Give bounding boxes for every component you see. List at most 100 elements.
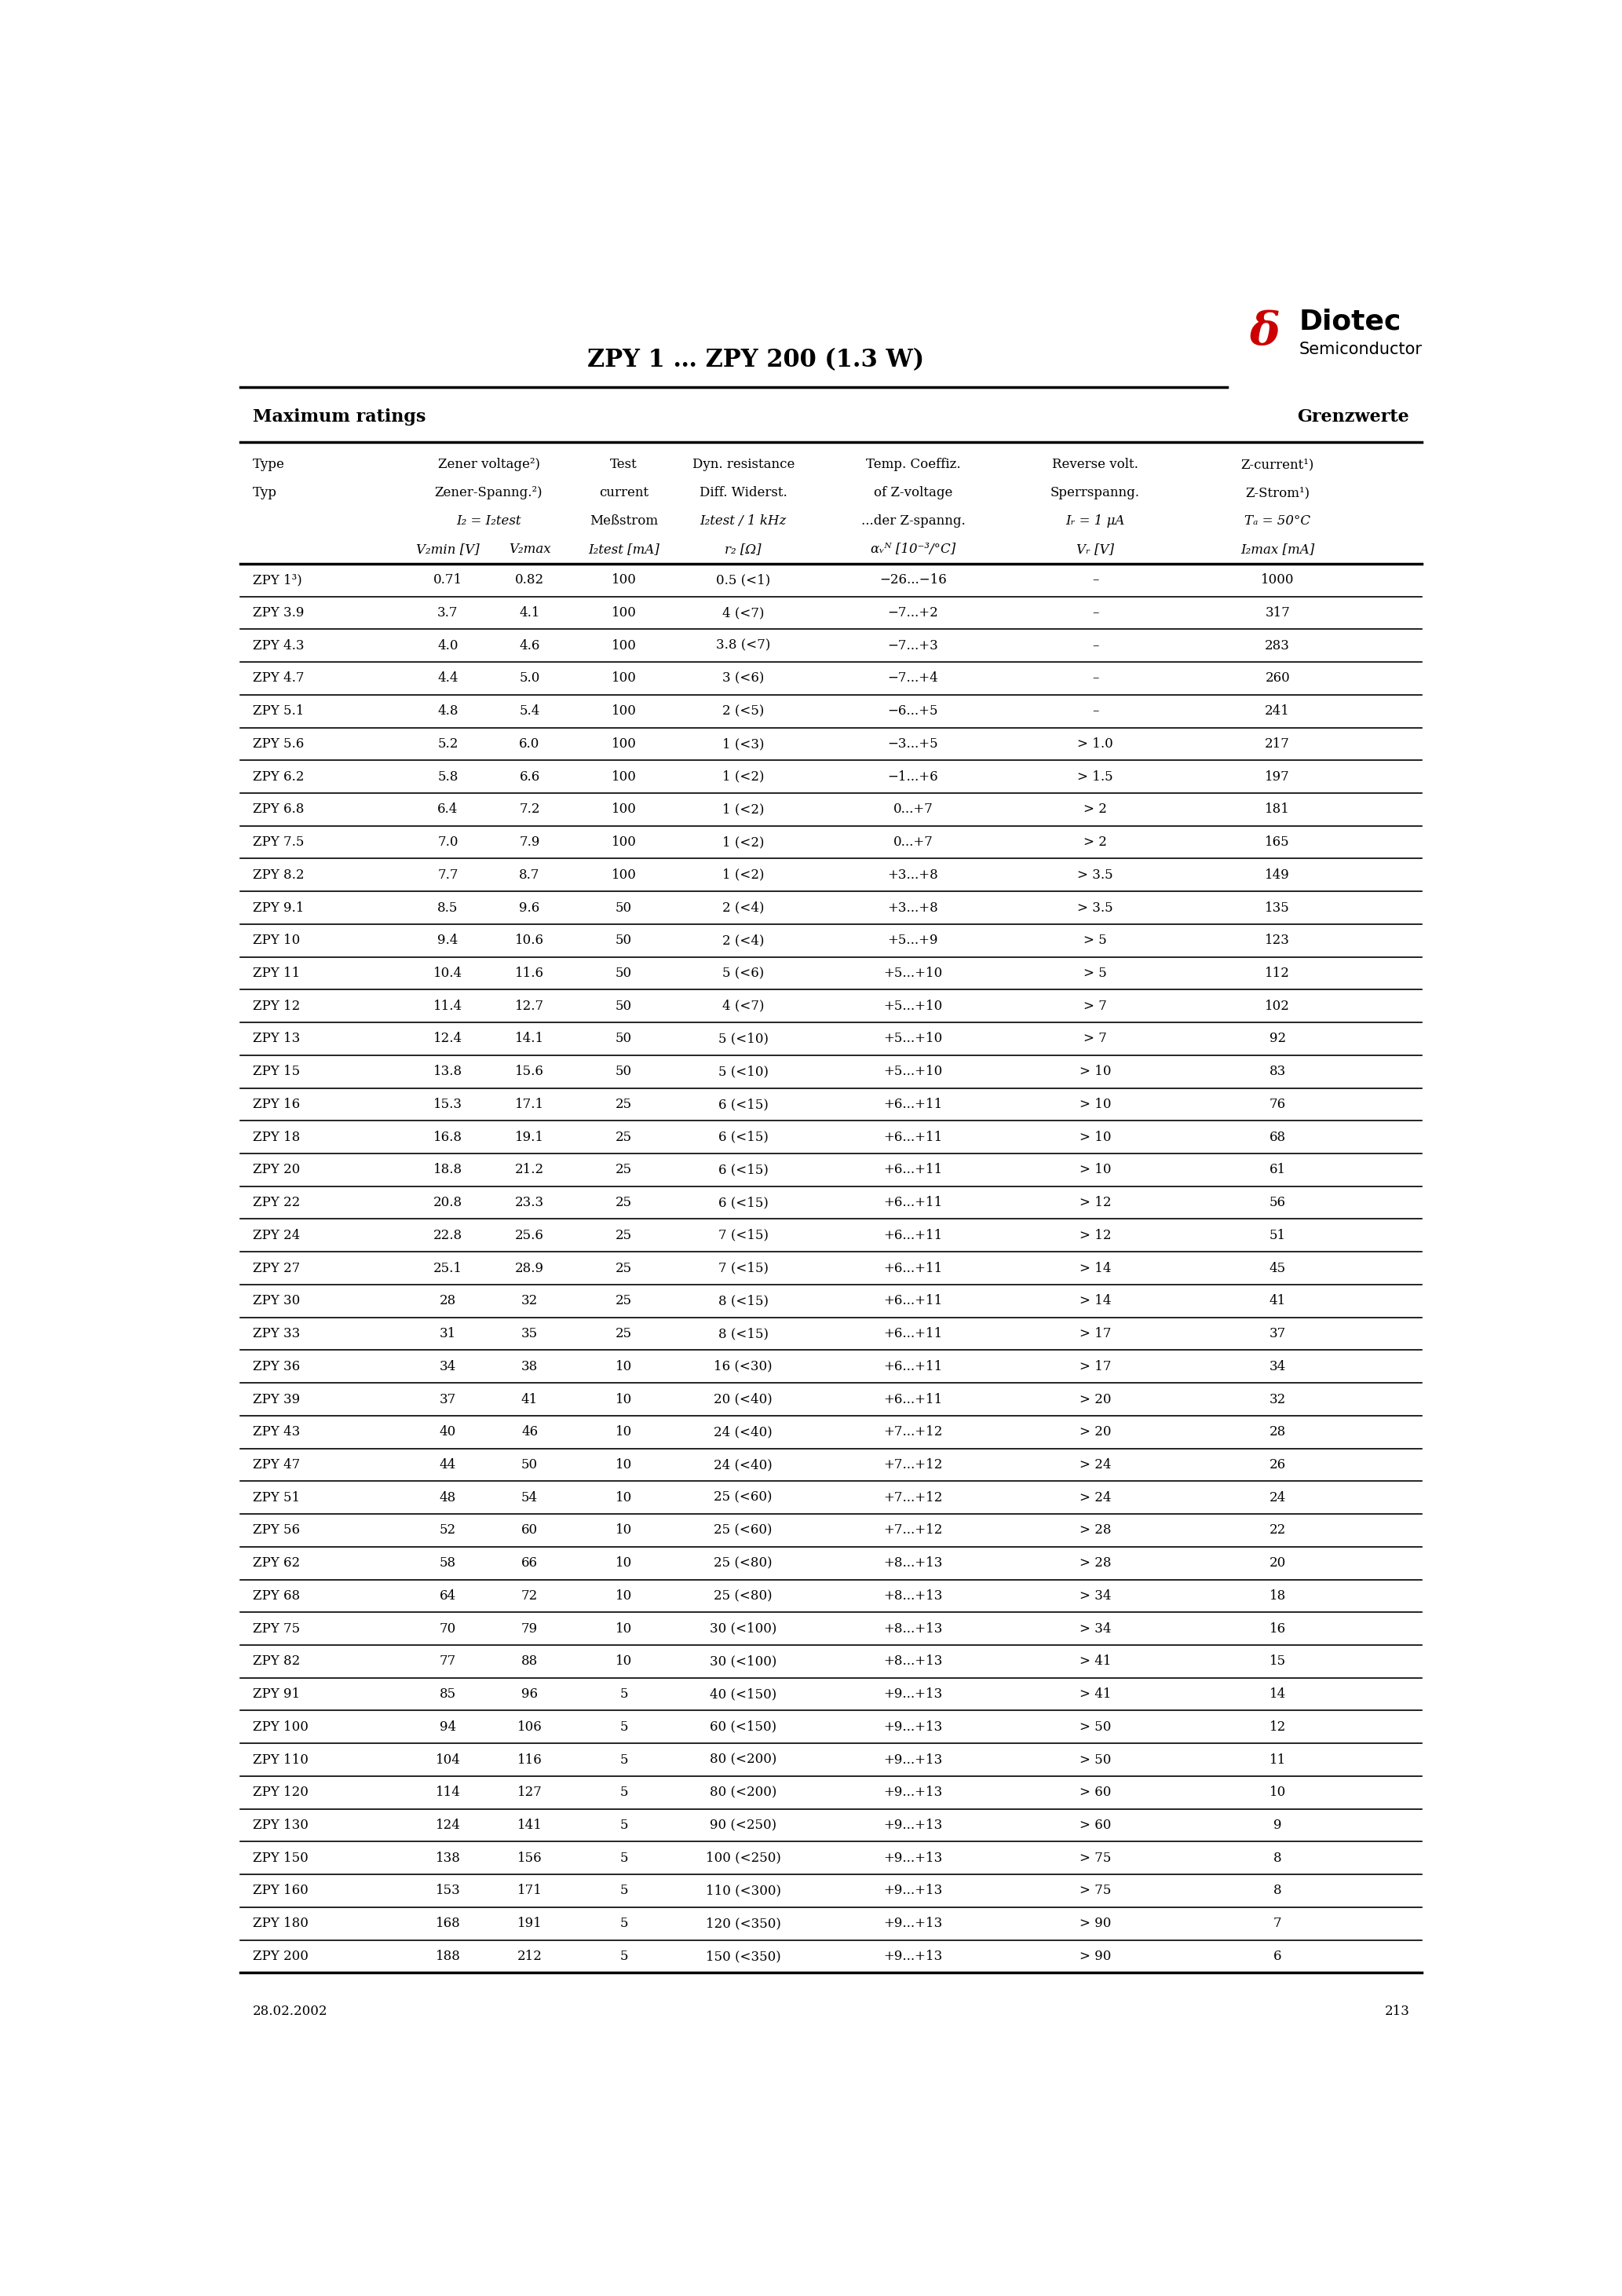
Text: 9.6: 9.6 <box>519 900 540 914</box>
Text: 100 (<250): 100 (<250) <box>706 1851 780 1864</box>
Text: 25 (<80): 25 (<80) <box>714 1589 772 1603</box>
Text: 141: 141 <box>517 1818 542 1832</box>
Text: 116: 116 <box>517 1754 542 1766</box>
Text: ZPY 43: ZPY 43 <box>253 1426 300 1440</box>
Text: 46: 46 <box>521 1426 539 1440</box>
Text: 12: 12 <box>1268 1720 1286 1733</box>
Text: Zener voltage²): Zener voltage²) <box>438 457 540 471</box>
Text: 23.3: 23.3 <box>516 1196 543 1210</box>
Text: I₂test / 1 kHz: I₂test / 1 kHz <box>701 514 787 528</box>
Text: ZPY 82: ZPY 82 <box>253 1655 300 1669</box>
Text: 100: 100 <box>611 673 636 684</box>
Text: 150 (<350): 150 (<350) <box>706 1949 780 1963</box>
Text: 212: 212 <box>517 1949 542 1963</box>
Text: ZPY 4.3: ZPY 4.3 <box>253 638 305 652</box>
Text: 5: 5 <box>620 1688 628 1701</box>
Text: 123: 123 <box>1265 934 1289 948</box>
Text: 41: 41 <box>1268 1295 1286 1309</box>
Text: 50: 50 <box>616 934 633 948</box>
Text: > 41: > 41 <box>1079 1655 1111 1669</box>
Text: 56: 56 <box>1270 1196 1286 1210</box>
Text: 18: 18 <box>1268 1589 1286 1603</box>
Text: 260: 260 <box>1265 673 1289 684</box>
Text: ZPY 75: ZPY 75 <box>253 1621 300 1635</box>
Text: 80 (<200): 80 (<200) <box>710 1786 777 1800</box>
Text: 10.6: 10.6 <box>516 934 543 948</box>
Text: ZPY 1³): ZPY 1³) <box>253 574 302 588</box>
Text: > 10: > 10 <box>1079 1130 1111 1143</box>
Text: 15.3: 15.3 <box>433 1097 462 1111</box>
Text: 37: 37 <box>440 1394 456 1405</box>
Text: 40: 40 <box>440 1426 456 1440</box>
Text: > 14: > 14 <box>1079 1295 1111 1309</box>
Text: +5...+10: +5...+10 <box>884 967 942 980</box>
Text: 17.1: 17.1 <box>516 1097 543 1111</box>
Text: 8.5: 8.5 <box>438 900 459 914</box>
Text: 83: 83 <box>1268 1065 1286 1079</box>
Text: V₂min [V]: V₂min [V] <box>417 542 480 556</box>
Text: 213: 213 <box>1385 2004 1410 2018</box>
Text: +6...+11: +6...+11 <box>884 1295 942 1309</box>
Text: 181: 181 <box>1265 804 1289 815</box>
Text: ZPY 24: ZPY 24 <box>253 1228 300 1242</box>
Text: > 10: > 10 <box>1079 1164 1111 1176</box>
Text: Semiconductor: Semiconductor <box>1299 342 1422 358</box>
Text: ZPY 7.5: ZPY 7.5 <box>253 836 305 850</box>
Text: 28.02.2002: 28.02.2002 <box>253 2004 328 2018</box>
Text: +6...+11: +6...+11 <box>884 1130 942 1143</box>
Text: Z-Strom¹): Z-Strom¹) <box>1246 487 1311 501</box>
Text: ZPY 12: ZPY 12 <box>253 999 300 1013</box>
Text: 106: 106 <box>517 1720 542 1733</box>
Text: 0...+7: 0...+7 <box>894 836 933 850</box>
Text: 70: 70 <box>440 1621 456 1635</box>
Text: 100: 100 <box>611 574 636 588</box>
Text: > 50: > 50 <box>1079 1720 1111 1733</box>
Text: 153: 153 <box>435 1885 461 1896</box>
Text: ZPY 6.2: ZPY 6.2 <box>253 769 305 783</box>
Text: Dyn. resistance: Dyn. resistance <box>693 457 795 471</box>
Text: Meßstrom: Meßstrom <box>590 514 659 528</box>
Text: +6...+11: +6...+11 <box>884 1228 942 1242</box>
Text: ZPY 150: ZPY 150 <box>253 1851 308 1864</box>
Text: 76: 76 <box>1270 1097 1286 1111</box>
Text: 10: 10 <box>615 1394 633 1405</box>
Text: 100: 100 <box>611 836 636 850</box>
Text: 0.71: 0.71 <box>433 574 462 588</box>
Text: −7...+2: −7...+2 <box>887 606 939 620</box>
Text: 28: 28 <box>440 1295 456 1309</box>
Text: 4 (<7): 4 (<7) <box>722 999 764 1013</box>
Text: Iᵣ = 1 μA: Iᵣ = 1 μA <box>1066 514 1124 528</box>
Text: 34: 34 <box>440 1359 456 1373</box>
Text: 4.6: 4.6 <box>519 638 540 652</box>
Text: 100: 100 <box>611 868 636 882</box>
Text: 28: 28 <box>1268 1426 1286 1440</box>
Text: +7...+12: +7...+12 <box>884 1490 942 1504</box>
Text: 52: 52 <box>440 1525 456 1536</box>
Text: 24 (<40): 24 (<40) <box>714 1458 772 1472</box>
Text: > 34: > 34 <box>1079 1621 1111 1635</box>
Text: > 90: > 90 <box>1079 1917 1111 1931</box>
Text: 11: 11 <box>1268 1754 1286 1766</box>
Text: 18.8: 18.8 <box>433 1164 462 1176</box>
Text: 61: 61 <box>1270 1164 1286 1176</box>
Text: 96: 96 <box>521 1688 539 1701</box>
Text: 2 (<5): 2 (<5) <box>722 705 764 719</box>
Text: 41: 41 <box>521 1394 539 1405</box>
Text: > 3.5: > 3.5 <box>1077 868 1113 882</box>
Text: +9...+13: +9...+13 <box>884 1851 942 1864</box>
Text: 0.5 (<1): 0.5 (<1) <box>715 574 770 588</box>
Text: 50: 50 <box>616 967 633 980</box>
Text: 25 (<80): 25 (<80) <box>714 1557 772 1570</box>
Text: 8 (<15): 8 (<15) <box>719 1327 769 1341</box>
Text: δ: δ <box>1249 310 1280 354</box>
Text: Z-current¹): Z-current¹) <box>1241 457 1314 471</box>
Text: ZPY 9.1: ZPY 9.1 <box>253 900 305 914</box>
Text: 317: 317 <box>1265 606 1289 620</box>
Text: ZPY 51: ZPY 51 <box>253 1490 300 1504</box>
Text: > 28: > 28 <box>1079 1557 1111 1570</box>
Text: 5: 5 <box>620 1949 628 1963</box>
Text: Diotec: Diotec <box>1299 308 1401 335</box>
Text: 10: 10 <box>615 1490 633 1504</box>
Text: 8: 8 <box>1273 1851 1281 1864</box>
Text: 10: 10 <box>1268 1786 1286 1800</box>
